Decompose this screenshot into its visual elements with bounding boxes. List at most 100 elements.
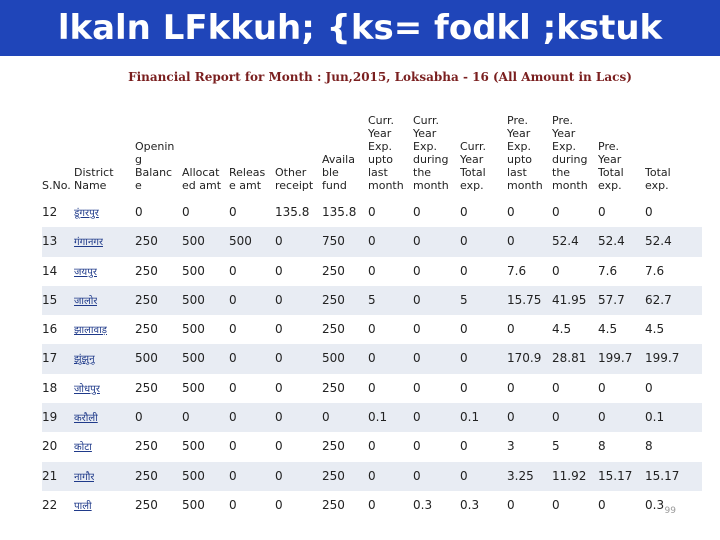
table-cell: 7.6 [598, 263, 618, 278]
table-cell: 28.81 [552, 351, 587, 366]
report-subtitle: Financial Report for Month : Jun,2015, L… [128, 70, 632, 84]
table-cell: 0 [182, 410, 190, 425]
table-row: 17 झुंझुनू 500 500 0 0 500 0 0 0 170.9 28.81 199.7 19… [42, 344, 702, 374]
table-cell: 52.4 [598, 234, 625, 249]
table-cell: 0 [552, 263, 560, 278]
table-cell: 0 [460, 439, 468, 454]
table-cell: 0 [368, 205, 376, 219]
table-cell: 0 [229, 322, 237, 337]
table-row: 20 कोटा 250 500 0 0 250 0 0 0 3 5 8 8 [42, 432, 702, 461]
table-cell: 0 [275, 468, 283, 483]
table-cell: 0 [275, 351, 283, 366]
table-row: 16 झालावाड़ 250 500 0 0 250 0 0 0 0 4.5 4.5 4.5 [42, 315, 702, 344]
table-cell: 750 [322, 234, 345, 249]
table-row: 14 जयपुर 250 500 0 0 250 0 0 0 7.6 0 7.6 7.6 [42, 257, 702, 286]
table-cell: 18 [42, 380, 58, 395]
table-cell: 250 [322, 497, 345, 512]
report-table: 12 डूंगरपुर 0 0 0 135.8 135.8 0 0 0 0 0 0 0 13 गंगानगर 2… [42, 198, 702, 520]
table-cell: 0 [275, 292, 283, 307]
table-cell: 135.8 [275, 205, 310, 219]
table-cell: 0 [598, 205, 606, 219]
district-name: डूंगरपुर [74, 208, 99, 219]
table-cell: 52.4 [645, 234, 672, 249]
table-cell: 0 [368, 468, 376, 483]
district-name: जालोर [74, 295, 98, 307]
table-cell: 0 [413, 292, 421, 307]
table-cell: 15.17 [598, 468, 633, 483]
table-cell: 0 [368, 263, 376, 278]
table-cell: 500 [182, 439, 205, 454]
table-cell: 0 [368, 380, 376, 395]
table-row: 19 करौली 0 0 0 0 0 0.1 0 0.1 0 0 0 0.1 [42, 403, 702, 433]
table-cell: 250 [322, 380, 345, 395]
page-number: 99 [664, 506, 676, 516]
table-row: 12 डूंगरपुर 0 0 0 135.8 135.8 0 0 0 0 0 0 0 [42, 198, 702, 227]
table-cell: 0.3 [413, 497, 433, 512]
district-name: झुंझुनू [74, 354, 95, 366]
table-cell: 0 [229, 380, 237, 395]
table-cell: 4.5 [645, 322, 665, 337]
table-cell: 199.7 [645, 351, 680, 366]
table-cell: 0.3 [645, 497, 665, 512]
table-cell: 0 [229, 497, 237, 512]
table-cell: 0.1 [368, 410, 388, 425]
table-cell: 15 [42, 292, 58, 307]
table-row: 13 गंगानगर 250 500 500 0 750 0 0 0 0 52.4 52.4 52.4 [42, 227, 702, 257]
table-cell: 0 [460, 351, 468, 366]
table-cell: 8 [598, 439, 606, 454]
district-name: झालावाड़ [74, 325, 108, 337]
table-cell: 0 [460, 263, 468, 278]
table-cell: 5 [460, 292, 468, 307]
table-cell: 3.25 [507, 468, 534, 483]
table-cell: 0 [507, 234, 515, 249]
table-cell: 0 [229, 205, 237, 219]
table-cell: 17 [42, 351, 58, 366]
table-cell: 500 [135, 351, 158, 366]
district-name: पाली [74, 500, 92, 512]
column-header: Curr. Year Exp. upto last month [368, 114, 404, 192]
table-cell: 199.7 [598, 351, 633, 366]
table-cell: 0 [507, 497, 515, 512]
table-cell: 16 [42, 322, 58, 337]
table-cell: 250 [135, 468, 158, 483]
table-cell: 13 [42, 234, 58, 249]
table-cell: 0 [135, 410, 143, 425]
table-cell: 0 [275, 497, 283, 512]
table-cell: 0 [413, 205, 421, 219]
table-cell: 41.95 [552, 292, 587, 307]
table-cell: 0 [413, 351, 421, 366]
table-cell: 0 [460, 322, 468, 337]
table-cell: 0 [598, 410, 606, 425]
table-cell: 500 [182, 263, 205, 278]
table-cell: 0 [507, 205, 515, 219]
table-cell: 0 [229, 292, 237, 307]
table-cell: 0.1 [460, 410, 480, 425]
district-name: जयपुर [74, 266, 97, 278]
table-cell: 20 [42, 439, 58, 454]
table-cell: 0 [552, 380, 560, 395]
column-header: S.No. [42, 179, 71, 192]
table-cell: 0 [507, 380, 515, 395]
table-cell: 500 [322, 351, 345, 366]
table-cell: 4.5 [598, 322, 618, 337]
column-header: Curr. Year Total exp. [460, 140, 486, 192]
table-cell: 57.7 [598, 292, 625, 307]
table-cell: 0 [413, 263, 421, 278]
table-cell: 0 [368, 351, 376, 366]
district-name: कोटा [74, 442, 92, 454]
table-cell: 250 [135, 263, 158, 278]
table-cell: 250 [322, 468, 345, 483]
table-cell: 5 [368, 292, 376, 307]
table-cell: 0 [182, 205, 190, 219]
table-cell: 0.1 [645, 410, 665, 425]
table-cell: 250 [322, 322, 345, 337]
table-cell: 170.9 [507, 351, 542, 366]
table-cell: 0 [552, 205, 560, 219]
table-cell: 250 [135, 439, 158, 454]
table-cell: 0 [229, 263, 237, 278]
table-cell: 500 [182, 468, 205, 483]
table-cell: 0 [275, 410, 283, 425]
table-cell: 0 [229, 351, 237, 366]
column-header: Pre. Year Exp. during the month [552, 114, 588, 192]
table-cell: 0 [135, 205, 143, 219]
